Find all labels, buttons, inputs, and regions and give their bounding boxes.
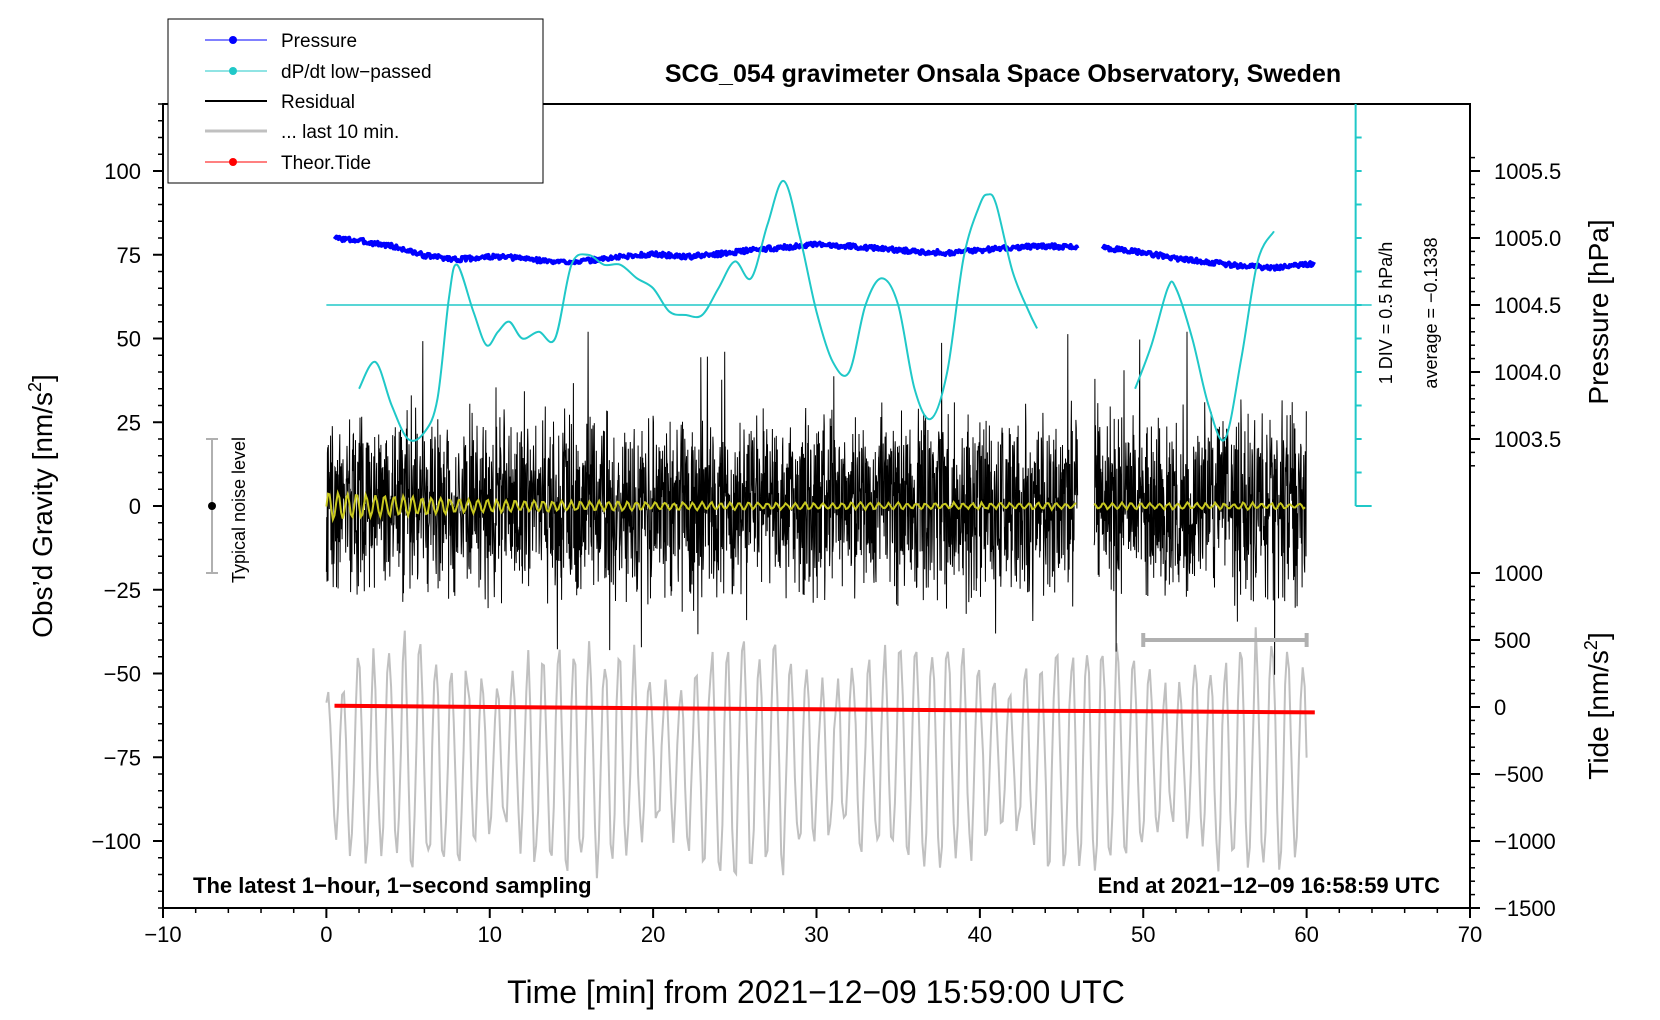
- svg-text:dP/dt low−passed: dP/dt low−passed: [281, 62, 432, 83]
- noise-label: Typical noise level: [229, 437, 249, 583]
- left-y-axis-label: Obs’d Gravity [nm/s2]: [25, 374, 58, 638]
- tide-tick-label: −500: [1494, 762, 1544, 787]
- gravity-tick-label: −25: [104, 578, 141, 603]
- gravity-tick-label: −50: [104, 662, 141, 687]
- gravity-tick-label: −100: [91, 829, 141, 854]
- x-tick-label: 20: [641, 922, 665, 947]
- x-tick-label: 0: [320, 922, 332, 947]
- dpdt-line-1: [358, 180, 1038, 442]
- tide-tick-label: 1000: [1494, 561, 1543, 586]
- svg-text:Pressure: Pressure: [281, 31, 357, 52]
- legend-entry-tide: Theor.Tide: [205, 153, 371, 174]
- x-tick-label: 40: [968, 922, 992, 947]
- pressure-axis-label: Pressure [hPa]: [1583, 219, 1614, 404]
- noise-bar-dot: [208, 502, 217, 510]
- last-10-min-line: [325, 627, 1308, 879]
- tide-line: [334, 703, 1315, 715]
- dpdt-scale-label: 1 DIV = 0.5 hPa/h: [1376, 242, 1396, 385]
- running-mean-line-2: [1093, 500, 1306, 512]
- x-tick-label: 60: [1294, 922, 1318, 947]
- residual-line-1: [325, 331, 1079, 651]
- gravity-tick-label: 75: [117, 243, 141, 268]
- pressure-line-2: [1100, 243, 1316, 272]
- tide-tick-label: 500: [1494, 628, 1531, 653]
- x-tick-label: −10: [144, 922, 181, 947]
- legend-entry-pressure: Pressure: [205, 31, 357, 52]
- tide-tick-label: −1500: [1494, 896, 1556, 921]
- tide-axis-label: Tide [nm/s2]: [1581, 632, 1614, 779]
- pressure-tick-label: 1004.0: [1494, 360, 1561, 385]
- legend-entry-residual: Residual: [205, 92, 355, 113]
- pressure-tick-label: 1005.5: [1494, 159, 1561, 184]
- overlay-markers: [206, 104, 1372, 647]
- residual-series: [325, 331, 1307, 675]
- running-mean-line-1: [325, 489, 1077, 524]
- svg-text:... last 10 min.: ... last 10 min.: [281, 122, 399, 143]
- x-tick-label: 70: [1458, 922, 1482, 947]
- gravity-tick-label: 0: [129, 494, 141, 519]
- tide-tick-label: 0: [1494, 695, 1506, 720]
- gravity-tick-label: 50: [117, 327, 141, 352]
- svg-text:Theor.Tide: Theor.Tide: [281, 153, 371, 174]
- gravity-tick-label: 100: [104, 159, 141, 184]
- axes: −10 0 10 20 30 40 50 60 701007550250−25−50−75−10…: [91, 103, 1561, 947]
- legend-entry-last10: ... last 10 min.: [205, 122, 399, 143]
- theoretical-tide-series: [334, 703, 1315, 715]
- pressure-tick-label: 1003.5: [1494, 427, 1561, 452]
- x-tick-label: 30: [804, 922, 828, 947]
- tide-tick-label: −1000: [1494, 829, 1556, 854]
- pressure-line-1: [332, 234, 1080, 266]
- running-mean-series: [325, 489, 1306, 524]
- pressure-tick-label: 1005.0: [1494, 226, 1561, 251]
- x-tick-label: 50: [1131, 922, 1155, 947]
- legend: Pressure dP/dt low−passed Residual ... l…: [167, 18, 544, 184]
- legend-marker-tide: [229, 158, 237, 166]
- legend-entry-dpdt: dP/dt low−passed: [205, 62, 432, 83]
- x-tick-label: 10: [478, 922, 502, 947]
- end-time-note: End at 2021−12−09 16:58:59 UTC: [1098, 873, 1441, 898]
- pressure-series: [332, 234, 1316, 272]
- dpdt-average-label: average = −0.1338: [1421, 237, 1441, 388]
- chart-title: SCG_054 gravimeter Onsala Space Observat…: [665, 60, 1341, 88]
- last-10-min-series: [325, 627, 1308, 879]
- legend-marker-pressure: [229, 36, 237, 44]
- svg-text:Residual: Residual: [281, 92, 355, 113]
- residual-line-2: [1093, 331, 1307, 675]
- pressure-tick-label: 1004.5: [1494, 293, 1561, 318]
- legend-marker-dpdt: [229, 67, 237, 75]
- sampling-note: The latest 1−hour, 1−second sampling: [193, 873, 592, 898]
- x-axis-label: Time [min] from 2021−12−09 15:59:00 UTC: [507, 974, 1125, 1010]
- gravity-tick-label: −75: [104, 745, 141, 770]
- gravity-tick-label: 25: [117, 410, 141, 435]
